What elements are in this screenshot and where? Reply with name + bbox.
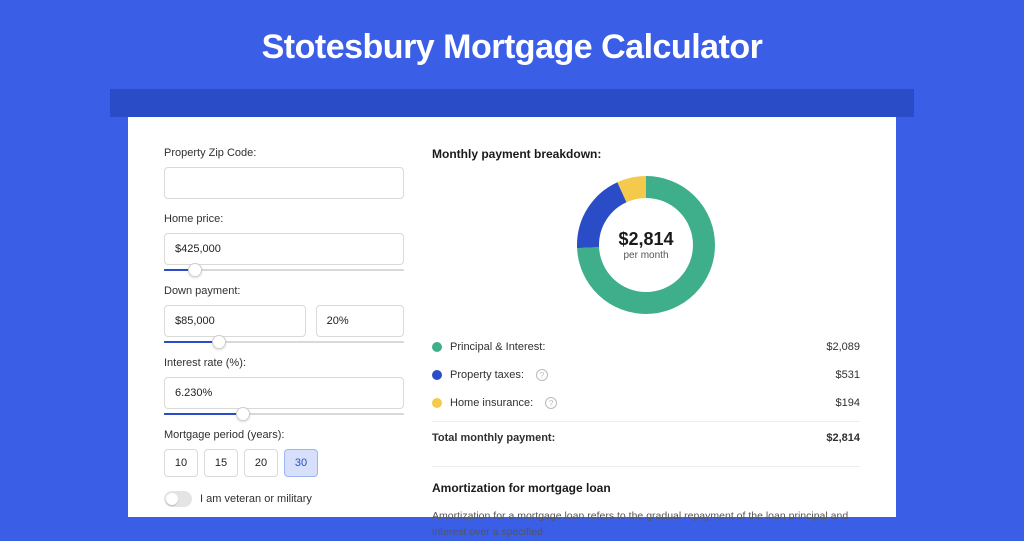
breakdown-item-value: $194 [836,397,860,409]
info-icon[interactable]: ? [545,397,557,409]
down-payment-group: Down payment: [164,285,404,343]
zip-group: Property Zip Code: [164,147,404,199]
info-icon[interactable]: ? [536,369,548,381]
breakdown-item-label: Property taxes: [450,369,524,381]
home-price-label: Home price: [164,213,404,225]
breakdown-total-value: $2,814 [826,432,860,444]
amortization-block: Amortization for mortgage loan Amortizat… [432,466,860,541]
breakdown-row: Principal & Interest: $2,089 [432,333,860,361]
legend-dot [432,398,442,408]
home-price-slider-thumb[interactable] [188,263,202,277]
inputs-column: Property Zip Code: Home price: Down paym… [164,147,404,507]
breakdown-row: Property taxes:? $531 [432,361,860,389]
interest-rate-input[interactable] [164,377,404,409]
breakdown-item-value: $2,089 [826,341,860,353]
donut-chart-wrap: $2,814 per month [432,175,860,315]
donut-center-amount: $2,814 [618,229,673,250]
interest-rate-label: Interest rate (%): [164,357,404,369]
veteran-toggle-label: I am veteran or military [200,493,312,505]
legend-dot [432,370,442,380]
mortgage-period-group: Mortgage period (years): 10152030 [164,429,404,477]
veteran-toggle-knob [166,493,178,505]
interest-rate-slider-thumb[interactable] [236,407,250,421]
home-price-slider[interactable] [164,269,404,271]
interest-rate-group: Interest rate (%): [164,357,404,415]
breakdown-list: Principal & Interest: $2,089 Property taxe… [432,333,860,417]
down-payment-slider[interactable] [164,341,404,343]
mortgage-period-options: 10152030 [164,449,404,477]
breakdown-total-row: Total monthly payment: $2,814 [432,421,860,452]
veteran-toggle[interactable] [164,491,192,507]
page-title: Stotesbury Mortgage Calculator [0,0,1024,89]
breakdown-title: Monthly payment breakdown: [432,147,860,161]
breakdown-item-value: $531 [836,369,860,381]
breakdown-column: Monthly payment breakdown: $2,814 per mo… [432,147,860,507]
donut-chart: $2,814 per month [576,175,716,315]
mortgage-period-btn-30[interactable]: 30 [284,449,318,477]
calculator-card: Property Zip Code: Home price: Down paym… [128,117,896,517]
down-payment-slider-thumb[interactable] [212,335,226,349]
mortgage-period-label: Mortgage period (years): [164,429,404,441]
amortization-text: Amortization for a mortgage loan refers … [432,509,860,541]
veteran-toggle-row: I am veteran or military [164,491,404,507]
mortgage-period-btn-15[interactable]: 15 [204,449,238,477]
amortization-title: Amortization for mortgage loan [432,481,860,495]
legend-dot [432,342,442,352]
mortgage-period-btn-20[interactable]: 20 [244,449,278,477]
home-price-group: Home price: [164,213,404,271]
zip-input[interactable] [164,167,404,199]
donut-center-sub: per month [623,250,668,261]
interest-rate-slider[interactable] [164,413,404,415]
breakdown-item-label: Principal & Interest: [450,341,545,353]
home-price-input[interactable] [164,233,404,265]
down-payment-percent-input[interactable] [316,305,404,337]
breakdown-row: Home insurance:? $194 [432,389,860,417]
donut-center: $2,814 per month [576,175,716,315]
breakdown-total-label: Total monthly payment: [432,432,555,444]
zip-label: Property Zip Code: [164,147,404,159]
mortgage-period-btn-10[interactable]: 10 [164,449,198,477]
down-payment-amount-input[interactable] [164,305,306,337]
breakdown-item-label: Home insurance: [450,397,533,409]
down-payment-label: Down payment: [164,285,404,297]
header-band [110,89,914,117]
